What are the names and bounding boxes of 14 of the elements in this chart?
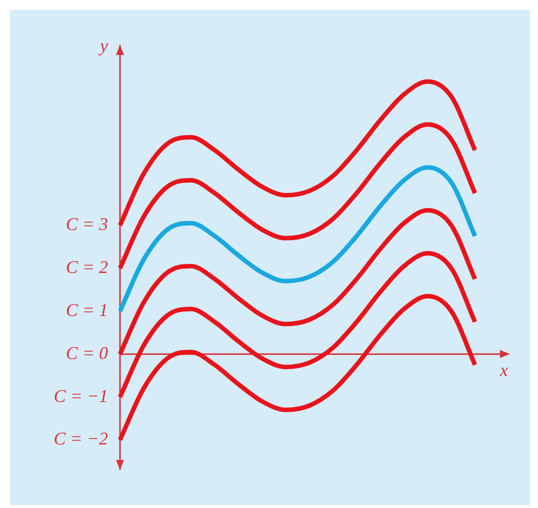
line-series bbox=[118, 122, 478, 270]
line-series bbox=[118, 79, 478, 228]
line-series bbox=[118, 250, 478, 400]
line-series bbox=[118, 165, 478, 314]
x-axis-title: x bbox=[499, 360, 508, 380]
line-series bbox=[118, 294, 478, 442]
y-tick-label: C = 0 bbox=[66, 342, 108, 363]
y-tick-label: C = −1 bbox=[54, 386, 108, 406]
y-tick-label: C = 1 bbox=[66, 300, 108, 320]
y-tick-label: C = −2 bbox=[54, 428, 108, 449]
y-tick-label: C = 2 bbox=[66, 256, 108, 277]
line-series bbox=[118, 208, 478, 356]
y-tick-label: C = 3 bbox=[66, 214, 108, 234]
y-axis-title: y bbox=[98, 36, 108, 56]
